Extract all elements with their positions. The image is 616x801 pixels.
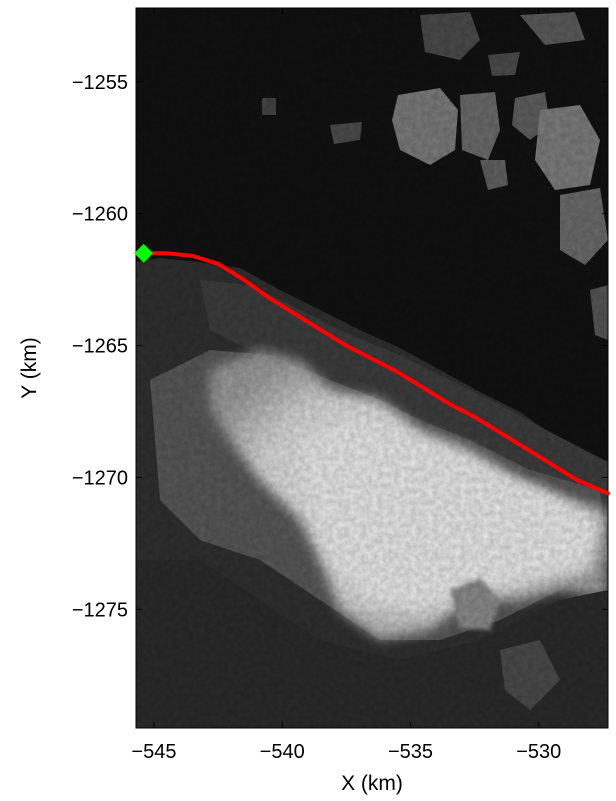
x-tick-label: −530 [516, 741, 561, 763]
tick-layer: −545 −540 −535 −530 −1255 −1260 −1265 −1270 −127… [72, 8, 608, 763]
y-tick-label: −1275 [72, 599, 128, 621]
y-tick-label: −1265 [72, 336, 128, 358]
plot-area [135, 7, 609, 729]
y-tick-label: −1260 [72, 204, 128, 226]
terminus-line [141, 251, 610, 496]
y-axis-label: Y (km) [18, 337, 41, 398]
series-layer [134, 243, 610, 496]
y-tick-label: −1270 [72, 467, 128, 489]
start-marker [134, 243, 154, 263]
background-image [136, 8, 608, 728]
x-tick-label: −540 [260, 741, 305, 763]
x-tick-label: −545 [131, 741, 176, 763]
y-tick-label: −1255 [72, 72, 128, 94]
x-tick-label: −535 [388, 741, 433, 763]
x-axis-label: X (km) [341, 772, 403, 795]
